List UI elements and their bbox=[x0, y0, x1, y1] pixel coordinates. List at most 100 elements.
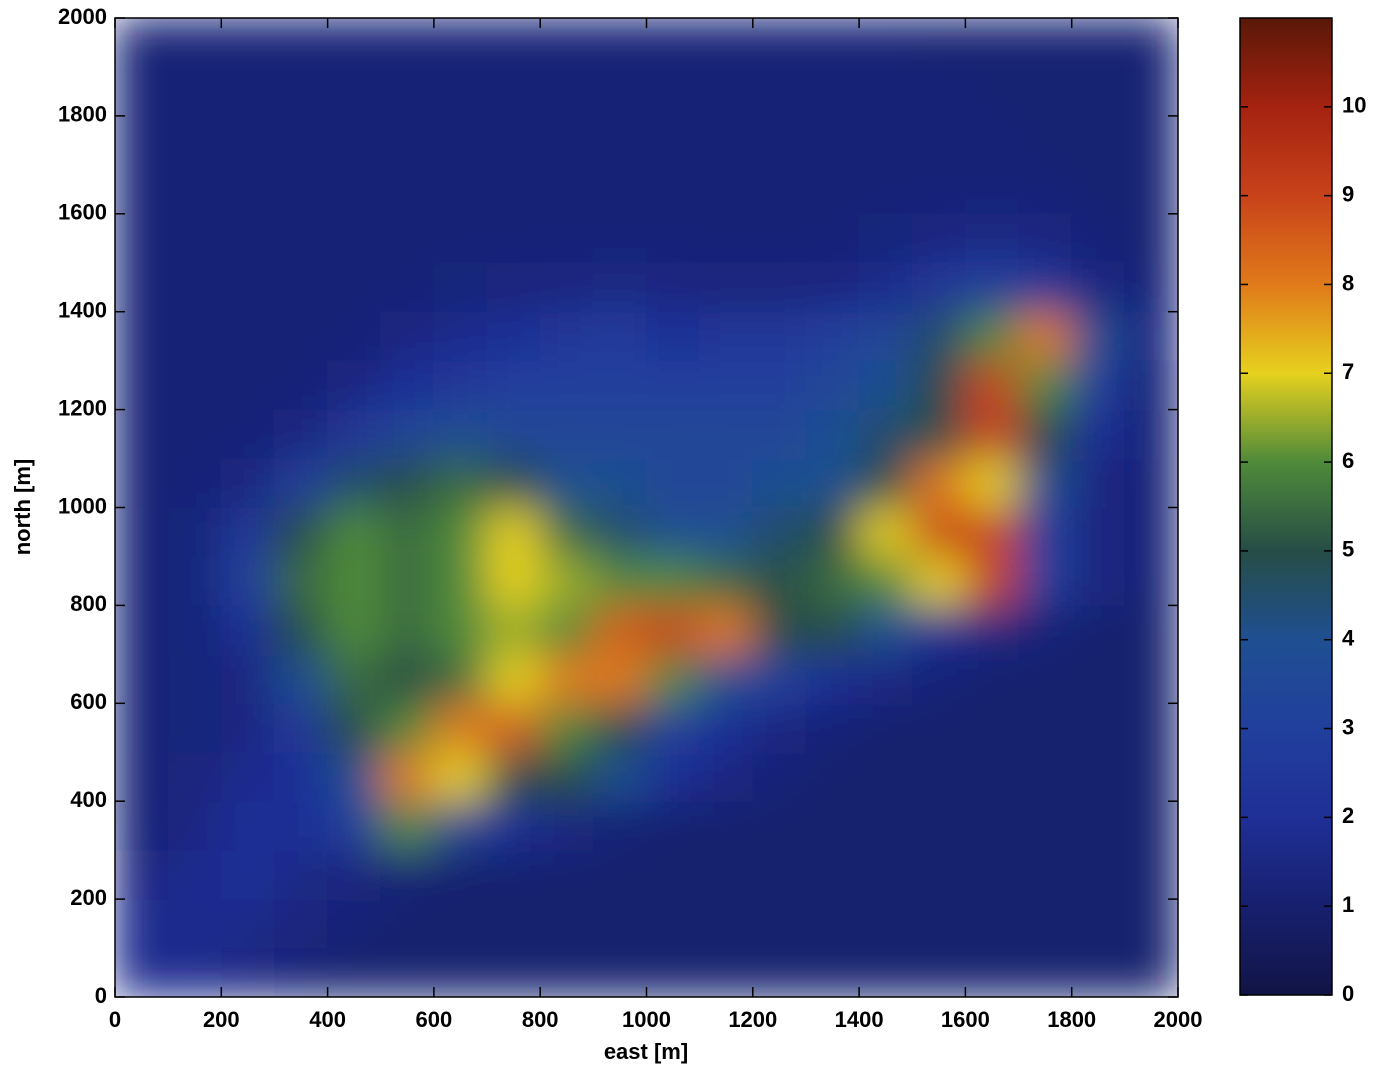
heat-cell bbox=[1071, 556, 1125, 606]
heat-cell bbox=[752, 850, 806, 900]
heat-cell bbox=[221, 948, 275, 998]
heat-cell bbox=[1071, 899, 1125, 949]
x-tick-label: 0 bbox=[109, 1007, 121, 1032]
heat-cell bbox=[327, 801, 381, 851]
heat-cell bbox=[168, 458, 222, 508]
heat-cell bbox=[805, 507, 859, 557]
heat-cell bbox=[487, 507, 541, 557]
heat-cell bbox=[859, 752, 913, 802]
heat-cell bbox=[274, 948, 328, 998]
heat-cell bbox=[805, 164, 859, 214]
heat-cell bbox=[1018, 115, 1072, 165]
heat-cell bbox=[1018, 360, 1072, 410]
heat-cell bbox=[1124, 311, 1178, 361]
heat-cell bbox=[1124, 66, 1178, 116]
heat-cell bbox=[593, 311, 647, 361]
heat-cell bbox=[912, 556, 966, 606]
heat-cell bbox=[380, 605, 434, 655]
heat-cell bbox=[274, 115, 328, 165]
heat-cell bbox=[487, 360, 541, 410]
heat-cell bbox=[327, 850, 381, 900]
heat-cell bbox=[805, 605, 859, 655]
y-tick-label: 1000 bbox=[58, 493, 107, 518]
heat-cell bbox=[274, 409, 328, 459]
heat-cell bbox=[1124, 164, 1178, 214]
heat-cell bbox=[380, 507, 434, 557]
heat-cell bbox=[912, 752, 966, 802]
heat-cell bbox=[965, 18, 1019, 68]
heat-cell bbox=[115, 18, 169, 68]
heat-cell bbox=[965, 801, 1019, 851]
heat-cell bbox=[274, 311, 328, 361]
heat-cell bbox=[168, 213, 222, 263]
heat-cell bbox=[487, 703, 541, 753]
heat-cell bbox=[646, 948, 700, 998]
heat-cell bbox=[540, 311, 594, 361]
heat-cell bbox=[433, 801, 487, 851]
heat-cell bbox=[1124, 948, 1178, 998]
heat-cell bbox=[221, 850, 275, 900]
colorbar-tick-label: 6 bbox=[1342, 448, 1354, 473]
heat-cell bbox=[965, 605, 1019, 655]
heat-cell bbox=[487, 66, 541, 116]
heat-cell bbox=[540, 66, 594, 116]
heat-cell bbox=[593, 213, 647, 263]
heat-cell bbox=[699, 752, 753, 802]
colorbar-tick-label: 5 bbox=[1342, 537, 1354, 562]
heat-cell bbox=[433, 850, 487, 900]
heat-cell bbox=[1018, 605, 1072, 655]
heat-cell bbox=[221, 213, 275, 263]
heat-cell bbox=[805, 850, 859, 900]
colorbar bbox=[1240, 18, 1332, 995]
heat-cell bbox=[1124, 458, 1178, 508]
heat-cell bbox=[221, 262, 275, 312]
heat-cell bbox=[221, 311, 275, 361]
heat-cell bbox=[1124, 360, 1178, 410]
heat-cell bbox=[274, 360, 328, 410]
heat-cell bbox=[752, 262, 806, 312]
heat-cell bbox=[699, 556, 753, 606]
heat-cell bbox=[1071, 213, 1125, 263]
heat-cell bbox=[433, 115, 487, 165]
heat-cell bbox=[699, 850, 753, 900]
heat-cell bbox=[274, 262, 328, 312]
colorbar-tick-label: 8 bbox=[1342, 270, 1354, 295]
heat-cell bbox=[487, 164, 541, 214]
heat-cell bbox=[274, 654, 328, 704]
heat-cell bbox=[327, 18, 381, 68]
x-axis-label: east [m] bbox=[604, 1039, 688, 1064]
heat-cell bbox=[327, 262, 381, 312]
heat-cell bbox=[912, 164, 966, 214]
y-tick-label: 0 bbox=[95, 983, 107, 1008]
heat-cell bbox=[115, 899, 169, 949]
heat-cell bbox=[433, 556, 487, 606]
heat-cell bbox=[168, 360, 222, 410]
heat-cell bbox=[752, 164, 806, 214]
heat-cell bbox=[274, 801, 328, 851]
heat-cell bbox=[487, 605, 541, 655]
heat-cell bbox=[1018, 262, 1072, 312]
heat-cell bbox=[221, 458, 275, 508]
heat-cell bbox=[965, 458, 1019, 508]
heat-cell bbox=[380, 213, 434, 263]
heat-cell bbox=[168, 703, 222, 753]
heat-cell bbox=[115, 654, 169, 704]
colorbar-tick-label: 3 bbox=[1342, 714, 1354, 739]
heat-cell bbox=[699, 409, 753, 459]
heat-cell bbox=[115, 458, 169, 508]
heat-cell bbox=[965, 899, 1019, 949]
heat-cell bbox=[646, 213, 700, 263]
heat-cell bbox=[115, 262, 169, 312]
heat-cell bbox=[380, 360, 434, 410]
heat-cell bbox=[433, 899, 487, 949]
heat-cell bbox=[699, 164, 753, 214]
heat-cell bbox=[168, 507, 222, 557]
heat-cell bbox=[433, 703, 487, 753]
heat-cell bbox=[1071, 458, 1125, 508]
heat-cell bbox=[380, 262, 434, 312]
heat-cell bbox=[433, 948, 487, 998]
heat-cell bbox=[593, 948, 647, 998]
heat-cell bbox=[805, 213, 859, 263]
heat-cell bbox=[593, 164, 647, 214]
heat-cell bbox=[274, 164, 328, 214]
